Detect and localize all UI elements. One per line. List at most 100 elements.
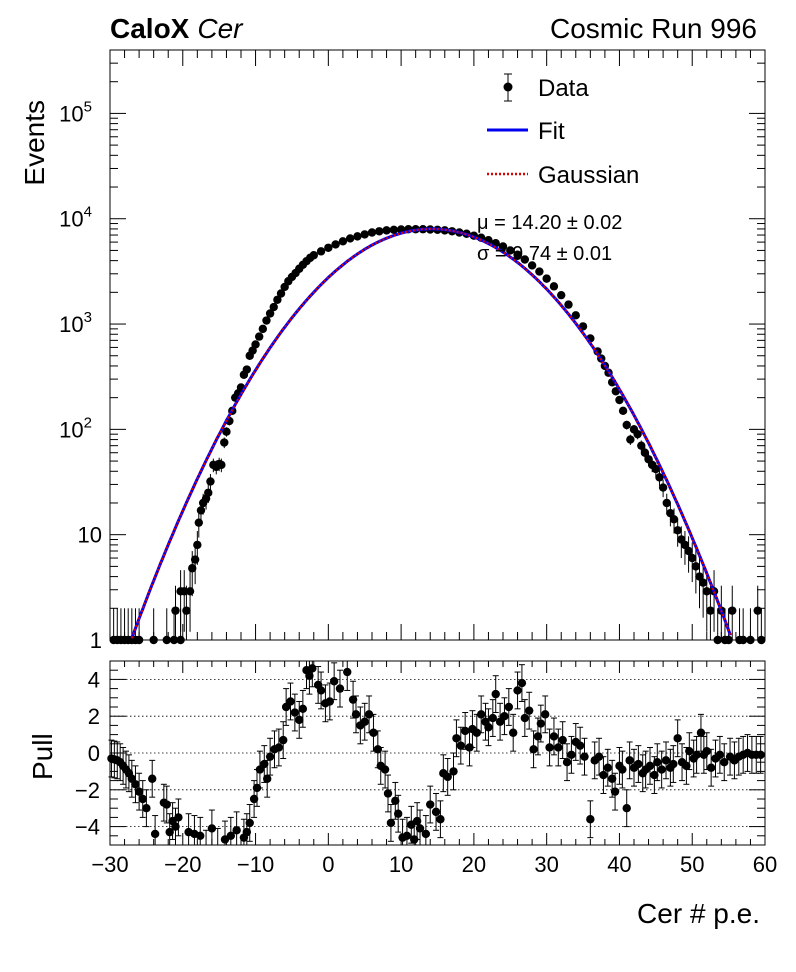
data-point — [571, 311, 580, 320]
pull-point — [603, 748, 612, 787]
x-tick-label: 30 — [534, 852, 558, 877]
pull-point — [625, 741, 634, 780]
data-point — [662, 493, 671, 515]
data-point — [258, 324, 268, 334]
main-y-tick-label: 1 — [90, 628, 102, 653]
pull-point — [599, 756, 608, 794]
pull-point — [653, 743, 662, 782]
pull-point — [472, 713, 481, 752]
pull-point — [298, 689, 308, 728]
legend-entry-gaussian: Gaussian — [487, 162, 639, 189]
data-point — [542, 274, 551, 283]
data-point — [149, 608, 158, 645]
data-point — [345, 234, 355, 243]
data-point — [171, 585, 180, 640]
pull-point — [207, 809, 217, 846]
pull-point — [394, 794, 403, 833]
data-point — [193, 531, 202, 565]
data-point — [622, 420, 631, 430]
main-y-tick-labels: 1 10 102 103 104 105 — [59, 98, 102, 653]
pull-point — [500, 697, 509, 736]
pull-point — [316, 671, 326, 710]
x-axis-title: Cer # p.e. — [637, 898, 760, 929]
pull-point — [685, 732, 694, 771]
experiment-label: CaloX — [110, 13, 190, 44]
pull-point — [142, 789, 151, 828]
main-y-tick-label: 10 — [78, 523, 102, 548]
pull-point — [567, 735, 576, 774]
data-point — [618, 406, 628, 416]
data-point — [520, 255, 530, 264]
data-point — [389, 225, 399, 234]
pull-point — [443, 758, 452, 796]
data-point — [353, 232, 362, 241]
pull-point — [380, 750, 390, 789]
x-tick-label: 40 — [607, 852, 631, 877]
data-point — [498, 242, 508, 251]
pull-point — [325, 682, 334, 721]
chart-header-left: CaloX Cer — [110, 13, 244, 44]
data-point — [251, 340, 260, 349]
pull-point — [279, 721, 288, 760]
legend-entry-fit: Fit — [487, 118, 565, 145]
pull-y-tick-label: 4 — [88, 667, 100, 692]
pull-y-tick-label: 0 — [88, 741, 100, 766]
data-point — [206, 474, 215, 491]
pull-point — [449, 752, 458, 791]
pull-point — [131, 765, 140, 804]
pull-point — [476, 695, 486, 734]
pull-point — [436, 800, 445, 839]
data-point — [382, 226, 391, 235]
data-point — [162, 608, 171, 645]
data-point — [276, 289, 286, 298]
data-point — [651, 462, 661, 477]
pull-point — [290, 693, 300, 732]
pull-y-tick-label: 2 — [88, 704, 100, 729]
data-point — [204, 484, 213, 503]
pull-point — [383, 774, 393, 813]
x-tick-labels: −30 −20 −10 0 10 20 30 40 50 60 — [91, 852, 777, 877]
data-point — [688, 542, 697, 583]
pull-points — [107, 660, 765, 846]
pull-point — [545, 728, 554, 767]
pull-point — [715, 735, 725, 774]
main-y-tick-label: 104 — [59, 204, 92, 232]
main-y-tick-label: 102 — [59, 414, 92, 442]
data-point — [757, 608, 766, 645]
pull-point — [456, 726, 465, 765]
data-point — [746, 608, 755, 645]
pull-point — [554, 728, 563, 767]
data-point — [506, 246, 515, 255]
pull-point — [329, 662, 339, 701]
data-point — [180, 570, 189, 632]
pull-gridlines — [110, 679, 765, 827]
data-point — [513, 250, 522, 259]
pull-point — [214, 827, 221, 846]
pull-point — [242, 813, 252, 846]
pull-point — [520, 699, 530, 737]
pull-point — [696, 713, 706, 752]
data-point — [633, 429, 642, 440]
legend-marker-data — [503, 82, 513, 92]
pull-point — [661, 741, 671, 780]
data-point — [738, 608, 748, 645]
x-tick-label: 20 — [462, 852, 486, 877]
x-tick-label: 0 — [322, 852, 334, 877]
data-point — [242, 365, 252, 374]
pull-point — [549, 717, 559, 756]
data-point — [728, 585, 737, 640]
pull-y-tick-labels: −4 −2 0 2 4 — [75, 667, 100, 839]
pull-point — [673, 719, 682, 758]
pull-point — [508, 713, 518, 752]
legend-label-gaussian: Gaussian — [538, 162, 639, 189]
pull-point — [558, 721, 567, 760]
main-plot-frame — [109, 49, 766, 641]
legend: Data Fit Gaussian — [487, 73, 639, 189]
data-point — [680, 531, 690, 565]
x-tick-label: 60 — [753, 852, 777, 877]
pull-point — [756, 735, 765, 774]
pull-point — [536, 704, 546, 743]
pull-point — [645, 746, 655, 785]
data-point — [367, 228, 377, 237]
data-point — [134, 608, 144, 645]
